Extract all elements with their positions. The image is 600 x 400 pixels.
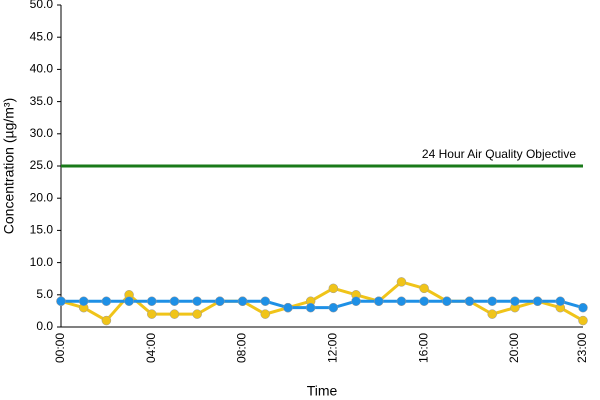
data-point [147, 296, 157, 306]
data-point [305, 302, 316, 313]
data-point [124, 296, 134, 306]
x-tick-label: 00:00 [53, 333, 67, 363]
x-tick-label: 23:00 [575, 333, 589, 363]
y-tick-label: 45.0 [30, 29, 54, 43]
data-point [56, 296, 66, 306]
y-tick-label: 50.0 [30, 0, 54, 11]
data-point [510, 296, 520, 306]
y-axis-title: Concentration (µg/m³) [1, 98, 17, 234]
data-point [532, 296, 543, 306]
y-tick-label: 30.0 [30, 126, 54, 140]
x-tick-label: 12:00 [326, 333, 340, 363]
y-tick-label: 10.0 [30, 255, 54, 269]
data-point [101, 315, 112, 326]
data-point [464, 296, 475, 306]
data-point [78, 296, 89, 306]
data-point [351, 296, 361, 306]
x-tick-label: 20:00 [507, 333, 521, 363]
data-point [373, 296, 384, 306]
data-point [169, 309, 180, 319]
data-point [192, 296, 202, 306]
data-point [419, 296, 429, 306]
data-point [442, 296, 452, 306]
data-point [555, 296, 566, 306]
data-point [396, 296, 407, 306]
y-tick-label: 15.0 [30, 223, 54, 237]
data-point [147, 309, 157, 319]
data-point [192, 309, 202, 319]
data-point [328, 283, 339, 294]
data-point [101, 296, 112, 306]
y-tick-label: 40.0 [30, 62, 54, 76]
x-tick-label: 16:00 [416, 333, 430, 363]
x-tick-label: 08:00 [235, 333, 249, 363]
data-point [487, 296, 497, 306]
data-point [260, 309, 271, 319]
x-axis-title: Time [307, 383, 338, 399]
y-tick-label: 20.0 [30, 190, 54, 204]
y-tick-label: 5.0 [36, 287, 53, 301]
data-point [578, 302, 588, 313]
data-point [419, 283, 429, 294]
threshold-label: 24 Hour Air Quality Objective [422, 147, 576, 161]
data-point [169, 296, 180, 306]
x-tick-label: 04:00 [144, 333, 158, 363]
y-tick-label: 0.0 [36, 319, 53, 333]
data-point [578, 315, 588, 326]
data-point [328, 302, 339, 313]
data-point [283, 302, 293, 313]
data-point [487, 309, 497, 319]
y-tick-label: 25.0 [30, 158, 54, 172]
data-point [396, 277, 407, 287]
y-tick-label: 35.0 [30, 94, 54, 108]
data-point [237, 296, 248, 306]
data-point [260, 296, 271, 306]
data-point [215, 296, 225, 306]
